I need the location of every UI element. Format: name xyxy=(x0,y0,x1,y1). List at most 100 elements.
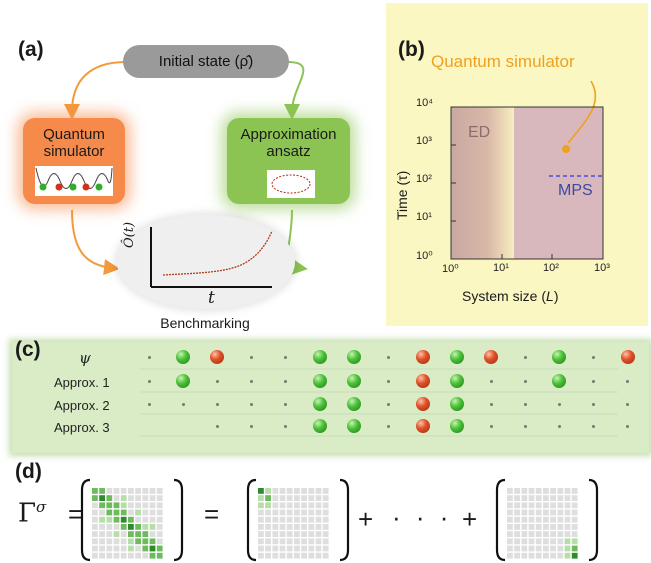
matrix-cell xyxy=(294,524,300,530)
row-label-approx-2: Approx. 2 xyxy=(54,398,110,413)
matrix-cell xyxy=(149,538,156,545)
matrix-cell xyxy=(92,509,98,516)
observable-curve xyxy=(162,230,273,276)
x-tick-0: 10⁰ xyxy=(442,263,459,275)
matrix-cell xyxy=(128,509,134,516)
matrix-cell xyxy=(294,502,300,509)
matrix-cell xyxy=(564,552,571,559)
matrix-cell xyxy=(149,531,156,537)
panel-d-label: (d) xyxy=(15,460,42,483)
matrix-cell xyxy=(557,552,564,559)
matrix-cell xyxy=(258,524,264,530)
matrix-cell xyxy=(294,516,300,523)
empty-site xyxy=(592,402,596,406)
matrix-cell xyxy=(301,552,307,559)
matrix-bracket-left xyxy=(80,478,91,562)
matrix-cell xyxy=(535,495,542,501)
matrix-cell xyxy=(135,552,141,559)
matrix-cell xyxy=(113,538,120,545)
matrix-cell xyxy=(258,495,264,501)
matrix-cell xyxy=(294,531,300,537)
matrix-cell xyxy=(156,502,163,509)
qs-title-line1: Quantum xyxy=(43,126,105,143)
empty-site xyxy=(523,379,527,383)
empty-site xyxy=(147,402,151,406)
matrix-cell xyxy=(557,545,564,552)
empty-site xyxy=(626,379,630,383)
matrix-cell xyxy=(294,552,300,559)
green-particle xyxy=(449,350,464,364)
plus-sign-2: + xyxy=(462,504,478,534)
matrix-cell xyxy=(322,495,329,501)
matrix-cell xyxy=(286,538,293,545)
empty-site xyxy=(592,424,596,428)
empty-site xyxy=(215,379,219,383)
matrix-cell xyxy=(120,509,127,516)
matrix-cell xyxy=(543,524,549,530)
matrix-cell xyxy=(272,495,279,501)
matrix-cell xyxy=(156,516,163,523)
matrix-cell xyxy=(142,495,149,501)
empty-site xyxy=(523,424,527,428)
ansatz-ellipse-icon xyxy=(271,174,311,194)
equals-sign-2: = xyxy=(204,499,220,529)
empty-site xyxy=(147,355,151,359)
matrix-cell xyxy=(550,524,556,530)
optical-lattice-inset xyxy=(35,166,113,196)
matrix-cell xyxy=(149,524,156,530)
matrix-cell xyxy=(128,524,134,530)
mps-region xyxy=(514,107,603,259)
matrix-cell xyxy=(535,524,542,530)
matrix-cell xyxy=(272,516,279,523)
matrix-cell xyxy=(315,538,322,545)
matrix-cell xyxy=(128,552,134,559)
matrix-cell xyxy=(120,552,127,559)
matrix-cell xyxy=(106,488,113,494)
matrix-cell xyxy=(322,488,329,494)
matrix-cell xyxy=(142,531,149,537)
matrix-cell xyxy=(514,509,520,516)
matrix-cell xyxy=(106,552,113,559)
matrix-cell xyxy=(571,538,578,545)
matrix-cell xyxy=(286,495,293,501)
matrix-cell xyxy=(521,509,528,516)
matrix-bracket-left xyxy=(495,478,506,562)
matrix-cell xyxy=(507,552,513,559)
matrix-cell xyxy=(99,545,105,552)
matrix-cell xyxy=(99,516,105,523)
panel-c-label: (c) xyxy=(15,338,41,361)
green-particle xyxy=(347,374,362,388)
matrix-cell xyxy=(543,509,549,516)
matrix-cell xyxy=(514,488,520,494)
matrix-cell xyxy=(272,531,279,537)
matrix-cell xyxy=(507,531,513,537)
matrix-cell xyxy=(301,538,307,545)
matrix-cell xyxy=(120,545,127,552)
matrix-cell xyxy=(286,545,293,552)
matrix-cell xyxy=(301,545,307,552)
gamma-superscript: σ xyxy=(36,498,47,516)
green-particle xyxy=(313,419,327,433)
matrix-cell xyxy=(135,502,141,509)
matrix-cell xyxy=(106,516,113,523)
matrix-cell xyxy=(535,531,542,537)
matrix-cell xyxy=(258,516,264,523)
matrix-cell xyxy=(286,502,293,509)
red-particle xyxy=(415,374,430,388)
matrix-cell xyxy=(272,488,279,494)
matrix-cell xyxy=(99,495,105,501)
row-label-approx-3: Approx. 3 xyxy=(54,420,110,435)
matrix-bracket-right xyxy=(339,478,350,562)
matrix-cell xyxy=(543,488,549,494)
matrix-cell xyxy=(550,538,556,545)
matrix-cell xyxy=(514,552,520,559)
matrix-cell xyxy=(142,545,149,552)
matrix-cell xyxy=(279,509,286,516)
matrix-cell xyxy=(135,538,141,545)
matrix-cell xyxy=(265,552,271,559)
matrix-cell xyxy=(507,502,513,509)
empty-site xyxy=(284,402,288,406)
matrix-cell xyxy=(301,502,307,509)
green-particle xyxy=(449,397,464,411)
matrix-cell xyxy=(528,552,535,559)
